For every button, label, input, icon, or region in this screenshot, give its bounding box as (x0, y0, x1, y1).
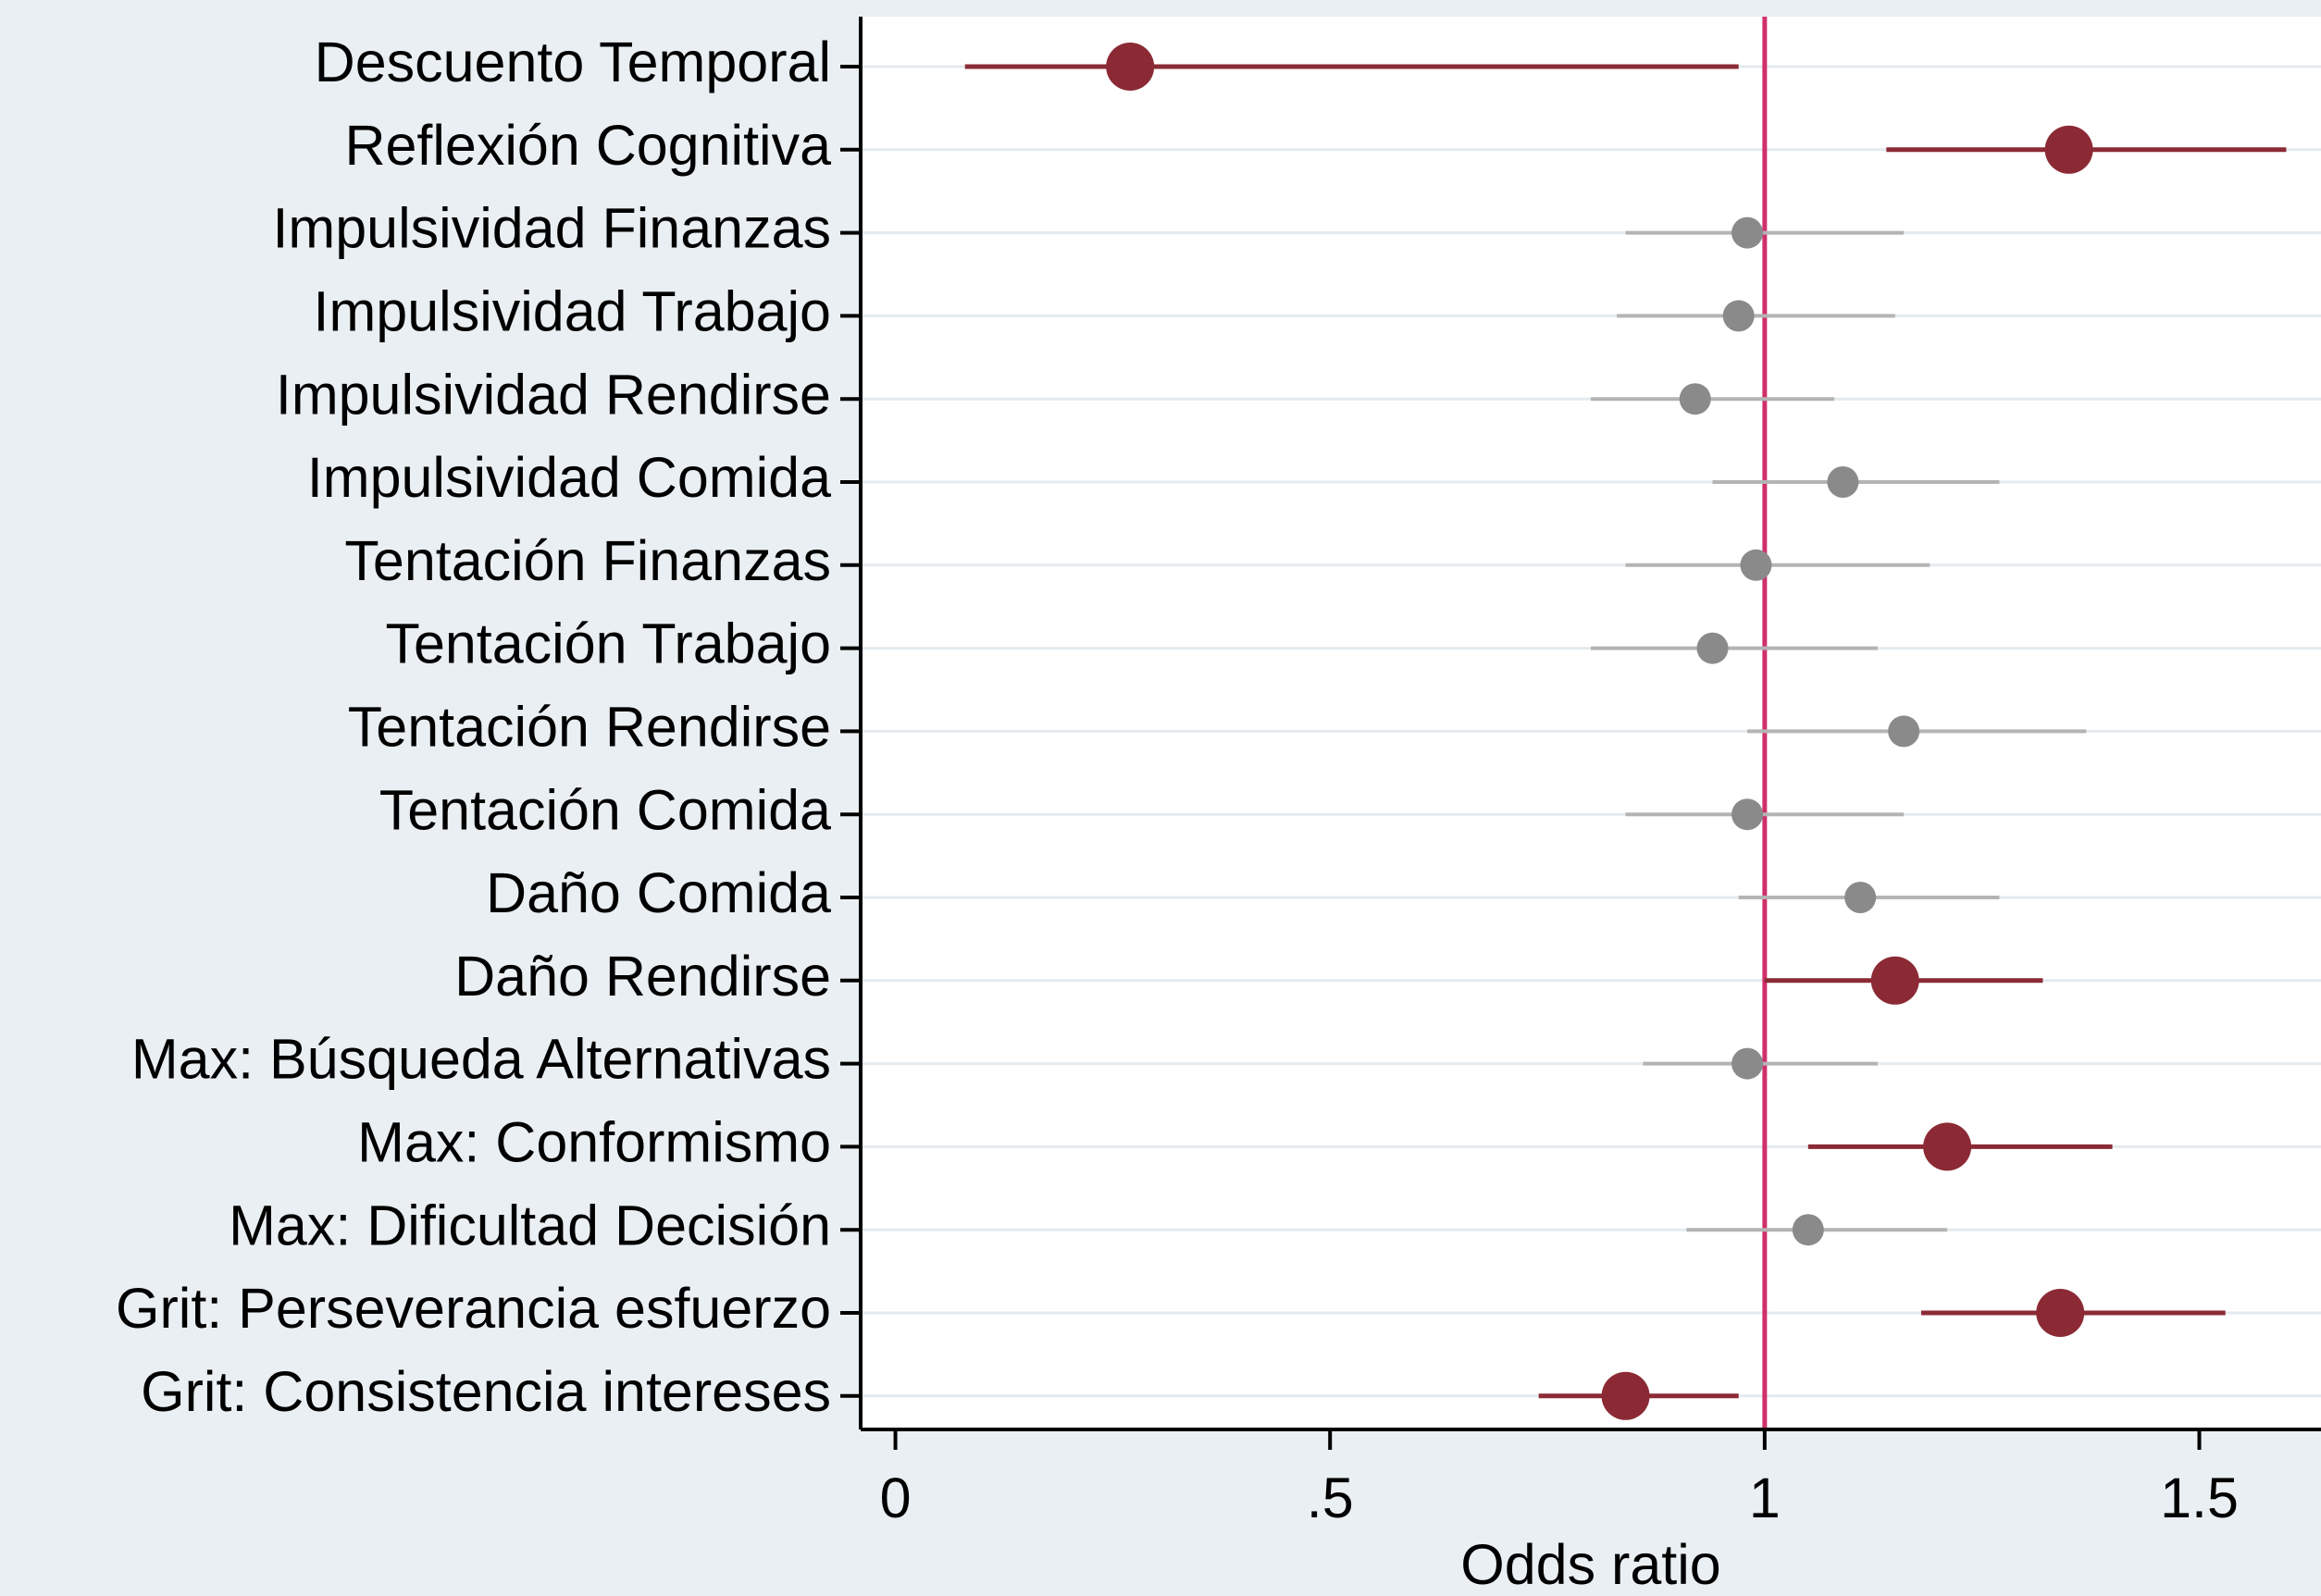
point-estimate (1923, 1122, 1972, 1171)
y-tick-label: Tentación Finanzas (344, 529, 831, 592)
point-estimate (1731, 217, 1764, 249)
y-tick-label: Impulsividad Finanzas (272, 197, 831, 260)
y-tick-label: Tentación Trabajo (385, 612, 831, 675)
point-estimate (1601, 1371, 1650, 1420)
point-estimates (1106, 43, 2093, 1420)
y-tick-label: Max: Búsqueda Alternativas (131, 1028, 831, 1091)
point-estimate (1827, 466, 1859, 498)
point-estimate (2044, 125, 2093, 174)
x-axis-title: Odds ratio (1460, 1533, 1720, 1596)
y-tick-label: Grit: Perseverancia esfuerzo (116, 1277, 831, 1340)
plot-area (861, 17, 2321, 1429)
y-axis-ticks (840, 65, 861, 1398)
point-estimate (1844, 882, 1877, 913)
point-estimate (1679, 383, 1711, 415)
point-estimate (1792, 1214, 1824, 1246)
x-tick-label: 1.5 (2160, 1466, 2239, 1529)
point-estimate (1888, 715, 1920, 748)
point-estimate (1696, 632, 1729, 664)
y-tick-label: Daño Comida (486, 861, 831, 924)
y-tick-label: Grit: Consistencia intereses (141, 1360, 831, 1423)
x-axis-ticks (893, 1429, 2202, 1450)
x-tick-label: 0 (880, 1466, 912, 1529)
y-tick-label: Max: Dificultad Decisión (229, 1194, 831, 1256)
y-axis-labels: Descuento Temporal Reflexión Cognitiva Imp… (116, 31, 831, 1423)
y-tick-label: Impulsividad Rendirse (276, 363, 831, 426)
point-estimate (1740, 549, 1772, 581)
x-tick-label: .5 (1307, 1466, 1354, 1529)
y-tick-label: Descuento Temporal (315, 31, 831, 93)
point-estimate (1731, 798, 1764, 831)
point-estimate (1106, 43, 1155, 91)
y-tick-label: Reflexión Cognitiva (344, 114, 831, 177)
y-tick-label: Tentación Comida (379, 778, 831, 841)
point-estimate (1870, 956, 1919, 1005)
y-tick-label: Tentación Rendirse (348, 696, 831, 759)
y-tick-label: Impulsividad Comida (307, 446, 831, 509)
point-estimate (1731, 1047, 1764, 1080)
y-tick-label: Daño Rendirse (454, 945, 831, 1008)
y-tick-label: Impulsividad Trabajo (314, 280, 831, 343)
x-tick-label: 1 (1749, 1466, 1781, 1529)
y-tick-label: Max: Conformismo (357, 1111, 831, 1174)
point-estimate (2036, 1289, 2085, 1337)
x-axis-labels: 0 .5 1 1.5 (880, 1466, 2239, 1529)
point-estimate (1722, 300, 1755, 332)
